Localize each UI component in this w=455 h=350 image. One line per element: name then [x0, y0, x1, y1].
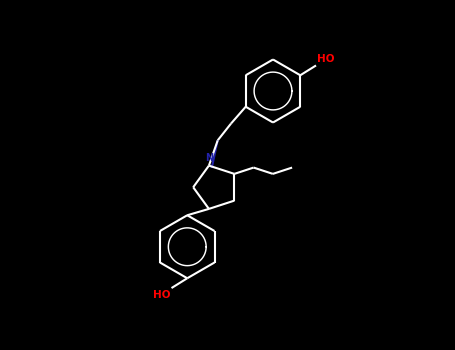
Text: HO: HO [317, 54, 334, 64]
Text: N: N [205, 153, 213, 163]
Text: HO: HO [153, 290, 171, 300]
